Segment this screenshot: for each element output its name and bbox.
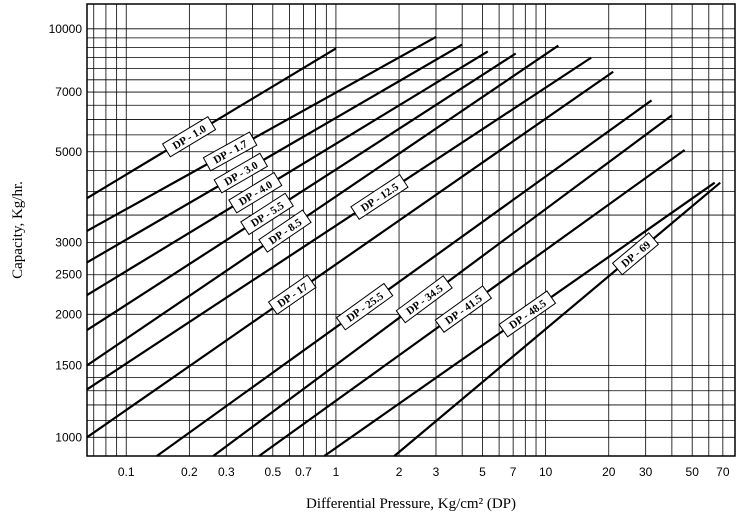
x-tick-label: 50	[686, 465, 700, 479]
series-line	[86, 43, 463, 264]
grid	[87, 4, 736, 456]
y-tick-label: 1500	[55, 358, 82, 372]
series-label: DP - 25.5	[335, 282, 394, 331]
x-tick-label: 10	[539, 465, 553, 479]
series-label-box	[434, 285, 493, 333]
series-label-box	[395, 275, 453, 324]
x-tick-label: 7	[510, 465, 517, 479]
y-tick-label: 3000	[55, 235, 82, 249]
y-axis-title: Capacity, Kg/hr.	[10, 181, 26, 279]
series-label: DP - 17	[267, 274, 317, 316]
x-tick-label: 1	[333, 465, 340, 479]
series-line	[156, 99, 653, 457]
x-tick-label: 70	[716, 465, 730, 479]
series-label-box	[240, 192, 294, 236]
series-label-box	[267, 274, 317, 316]
series-label: DP - 48.5	[498, 290, 557, 338]
series-label-box	[202, 131, 258, 172]
series-line	[86, 56, 592, 391]
x-tick-label: 0.7	[295, 465, 312, 479]
x-tick-label: 5	[479, 465, 486, 479]
x-tick-label: 2	[396, 465, 403, 479]
y-tick-labels: 1000 1500 2000 2500 3000 5000 7000 10000	[49, 22, 83, 445]
x-axis-title: Differential Pressure, Kg/cm² (DP)	[306, 496, 516, 512]
x-tick-label: 3	[433, 465, 440, 479]
series-line	[393, 181, 721, 457]
y-tick-label: 2000	[55, 307, 82, 321]
y-tick-label: 10000	[49, 22, 83, 36]
series-line	[86, 50, 489, 296]
plot-frame	[86, 3, 736, 457]
series-line	[86, 52, 517, 332]
x-tick-label: 0.1	[118, 465, 135, 479]
x-tick-label: 0.3	[218, 465, 235, 479]
x-tick-label: 0.5	[264, 465, 281, 479]
series-label-box	[228, 171, 283, 214]
series-label-box	[161, 116, 217, 158]
series-label-box	[498, 290, 557, 338]
series-label-box	[258, 209, 312, 253]
series-line	[86, 70, 614, 439]
series-line	[86, 44, 559, 367]
y-tick-label: 1000	[55, 430, 82, 444]
series-line	[86, 36, 437, 232]
series-label-box	[350, 173, 409, 220]
x-tick-label: 20	[602, 465, 616, 479]
series-label-box	[611, 232, 660, 276]
y-tick-label: 5000	[55, 145, 82, 159]
y-tick-label: 2500	[55, 268, 82, 282]
series-lines	[86, 36, 721, 457]
series-label-box	[335, 282, 394, 331]
x-tick-labels: 0.1 0.2 0.3 0.5 0.7 1 2 3 5 7 10 20 30 50 70	[118, 465, 730, 479]
y-tick-label: 7000	[55, 85, 82, 99]
x-tick-label: 0.2	[181, 465, 198, 479]
series-label-box	[213, 152, 269, 194]
x-tick-label: 30	[639, 465, 653, 479]
